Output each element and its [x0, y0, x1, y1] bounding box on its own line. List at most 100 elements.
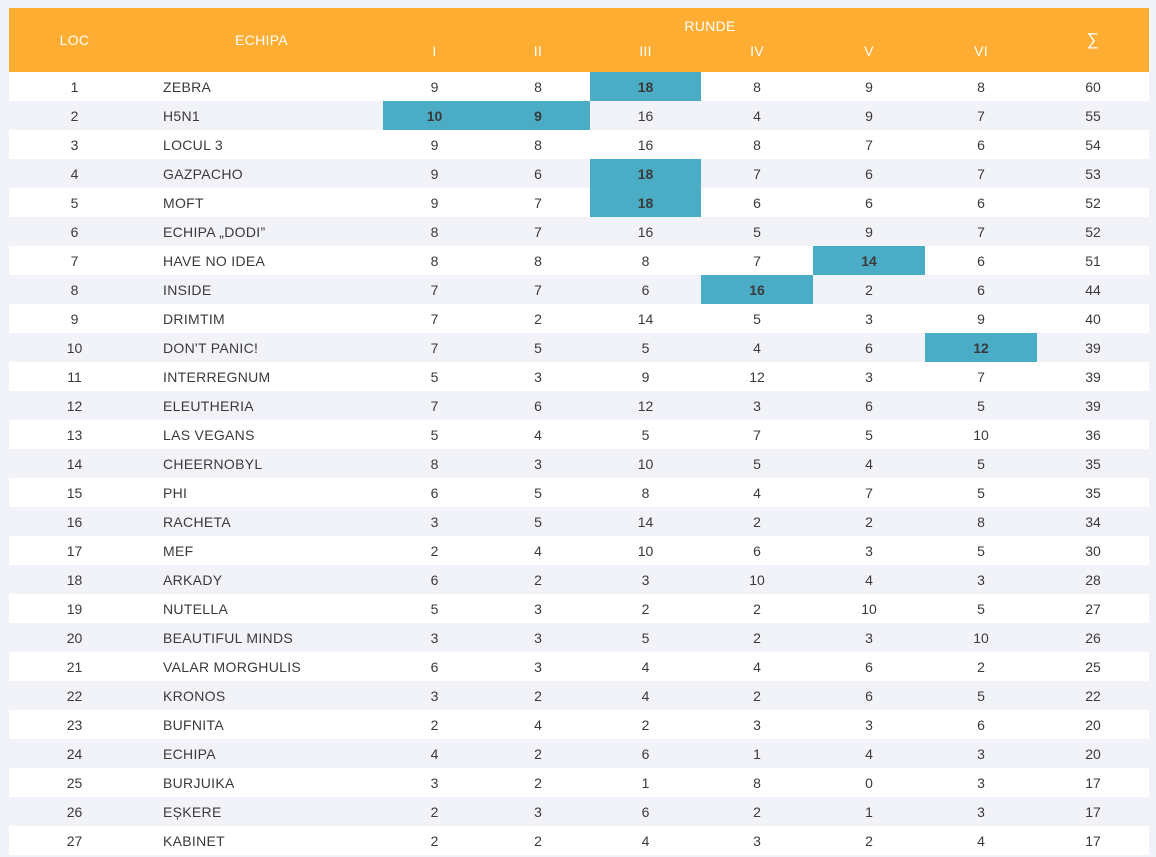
rank-cell: 9 [9, 304, 140, 333]
round-3-score-cell: 4 [590, 826, 701, 855]
total-score-cell: 39 [1037, 362, 1149, 391]
round-5-score-cell: 6 [813, 159, 925, 188]
round-5-score-cell: 6 [813, 333, 925, 362]
team-name-cell: ECHIPA [140, 739, 383, 768]
team-name-cell: PHI [140, 478, 383, 507]
round-4-score-cell: 7 [701, 159, 813, 188]
table-row: 19 NUTELLA 5 3 2 2 10 5 27 [9, 594, 1149, 623]
round-1-score-cell: 9 [383, 72, 486, 101]
round-2-score-cell: 2 [486, 565, 590, 594]
total-score-cell: 52 [1037, 217, 1149, 246]
round-1-score-cell: 8 [383, 246, 486, 275]
round-3-score-cell: 2 [590, 594, 701, 623]
round-4-score-cell: 3 [701, 710, 813, 739]
rank-cell: 11 [9, 362, 140, 391]
header-rounds-group: RUNDE [383, 8, 1037, 37]
round-4-score-cell: 7 [701, 420, 813, 449]
round-4-score-cell: 2 [701, 681, 813, 710]
round-2-score-cell: 8 [486, 246, 590, 275]
round-5-score-cell: 2 [813, 826, 925, 855]
total-score-cell: 39 [1037, 391, 1149, 420]
round-6-score-cell: 7 [925, 217, 1037, 246]
round-2-score-cell: 3 [486, 652, 590, 681]
round-2-score-cell: 5 [486, 333, 590, 362]
round-3-score-cell: 16 [590, 101, 701, 130]
table-row: 20 BEAUTIFUL MINDS 3 3 5 2 3 10 26 [9, 623, 1149, 652]
rank-cell: 23 [9, 710, 140, 739]
round-5-score-cell: 9 [813, 72, 925, 101]
round-1-score-cell: 9 [383, 159, 486, 188]
team-name-cell: RACHETA [140, 507, 383, 536]
total-score-cell: 53 [1037, 159, 1149, 188]
round-3-score-cell: 10 [590, 536, 701, 565]
round-6-score-cell: 6 [925, 275, 1037, 304]
round-5-score-cell: 7 [813, 130, 925, 159]
rank-cell: 25 [9, 768, 140, 797]
rank-cell: 22 [9, 681, 140, 710]
round-5-score-cell: 10 [813, 594, 925, 623]
table-row: 9 DRIMTIM 7 2 14 5 3 9 40 [9, 304, 1149, 333]
round-3-score-cell: 5 [590, 333, 701, 362]
round-3-score-cell: 1 [590, 768, 701, 797]
total-score-cell: 27 [1037, 594, 1149, 623]
table-row: 27 KABINET 2 2 4 3 2 4 17 [9, 826, 1149, 855]
round-2-score-cell: 4 [486, 420, 590, 449]
header-team: ECHIPA [140, 8, 383, 72]
round-4-score-cell: 8 [701, 768, 813, 797]
round-4-score-cell: 4 [701, 652, 813, 681]
round-3-score-cell: 18 [590, 188, 701, 217]
table-row: 14 CHEERNOBYL 8 3 10 5 4 5 35 [9, 449, 1149, 478]
round-1-score-cell: 7 [383, 391, 486, 420]
round-6-score-cell: 5 [925, 478, 1037, 507]
round-5-score-cell: 3 [813, 362, 925, 391]
round-3-score-cell: 4 [590, 681, 701, 710]
rank-cell: 17 [9, 536, 140, 565]
round-1-score-cell: 8 [383, 449, 486, 478]
round-4-score-cell: 16 [701, 275, 813, 304]
header-sum: ∑ [1037, 8, 1149, 72]
round-2-score-cell: 3 [486, 594, 590, 623]
rank-cell: 24 [9, 739, 140, 768]
header-round-3: III [590, 37, 701, 72]
round-1-score-cell: 10 [383, 101, 486, 130]
round-6-score-cell: 7 [925, 159, 1037, 188]
round-2-score-cell: 7 [486, 275, 590, 304]
round-4-score-cell: 1 [701, 739, 813, 768]
table-row: 6 ECHIPA „DODI” 8 7 16 5 9 7 52 [9, 217, 1149, 246]
round-2-score-cell: 5 [486, 478, 590, 507]
round-4-score-cell: 8 [701, 72, 813, 101]
rank-cell: 14 [9, 449, 140, 478]
round-2-score-cell: 6 [486, 159, 590, 188]
round-5-score-cell: 2 [813, 507, 925, 536]
rank-cell: 12 [9, 391, 140, 420]
round-6-score-cell: 5 [925, 594, 1037, 623]
round-2-score-cell: 2 [486, 681, 590, 710]
total-score-cell: 20 [1037, 710, 1149, 739]
table-row: 22 KRONOS 3 2 4 2 6 5 22 [9, 681, 1149, 710]
rank-cell: 2 [9, 101, 140, 130]
round-5-score-cell: 6 [813, 652, 925, 681]
round-1-score-cell: 2 [383, 710, 486, 739]
round-3-score-cell: 2 [590, 710, 701, 739]
round-4-score-cell: 7 [701, 246, 813, 275]
team-name-cell: LAS VEGANS [140, 420, 383, 449]
round-3-score-cell: 6 [590, 739, 701, 768]
round-1-score-cell: 7 [383, 333, 486, 362]
round-4-score-cell: 2 [701, 507, 813, 536]
round-3-score-cell: 4 [590, 652, 701, 681]
table-row: 13 LAS VEGANS 5 4 5 7 5 10 36 [9, 420, 1149, 449]
rank-cell: 20 [9, 623, 140, 652]
round-2-score-cell: 3 [486, 623, 590, 652]
total-score-cell: 20 [1037, 739, 1149, 768]
rank-cell: 16 [9, 507, 140, 536]
table-row: 8 INSIDE 7 7 6 16 2 6 44 [9, 275, 1149, 304]
round-5-score-cell: 2 [813, 275, 925, 304]
round-1-score-cell: 5 [383, 420, 486, 449]
round-6-score-cell: 3 [925, 739, 1037, 768]
rank-cell: 5 [9, 188, 140, 217]
team-name-cell: MOFT [140, 188, 383, 217]
round-6-score-cell: 3 [925, 565, 1037, 594]
round-6-score-cell: 6 [925, 710, 1037, 739]
table-row: 7 HAVE NO IDEA 8 8 8 7 14 6 51 [9, 246, 1149, 275]
round-3-score-cell: 5 [590, 623, 701, 652]
